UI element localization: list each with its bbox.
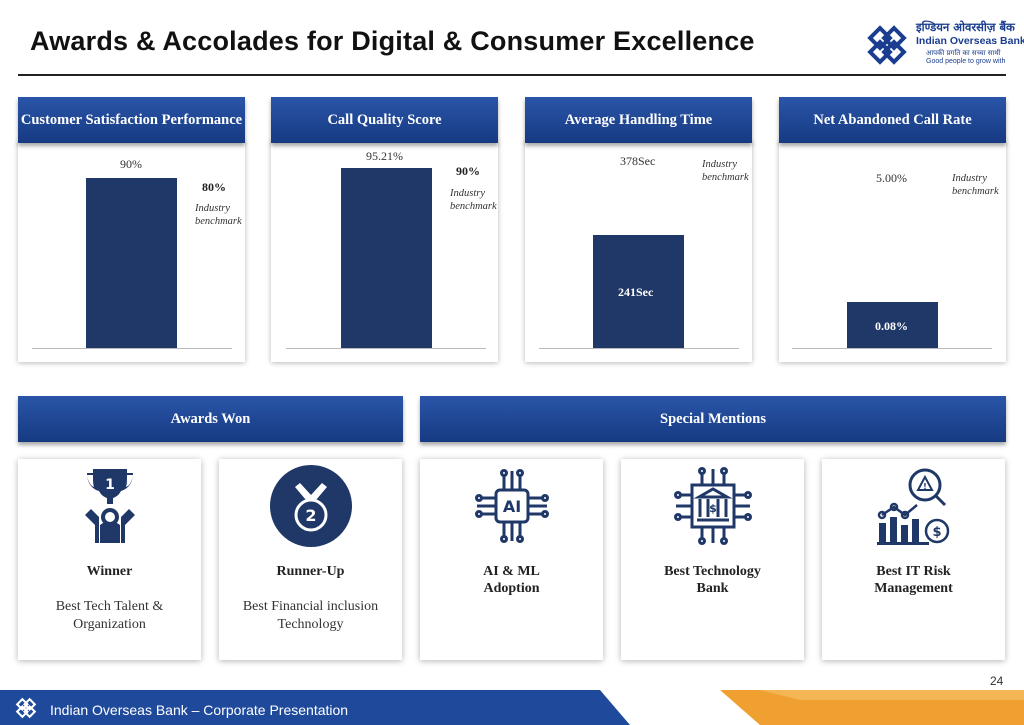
award-card-winner: 1 Winner Best Tech Talent & Organization — [18, 459, 201, 660]
metric-baseline — [286, 348, 486, 349]
award-subtitle-runner-up: Best Financial inclusion Technology — [242, 599, 379, 632]
metric-header-abandon: Net Abandoned Call Rate — [779, 97, 1006, 143]
benchmark-value-csat: 80% — [202, 180, 226, 194]
benchmark-value-aht: 378Sec — [620, 154, 656, 168]
mention-card-ai-ml: AI AI & ML Adoption — [420, 459, 603, 660]
metric-bar-aht — [593, 235, 684, 349]
metric-header-call-quality: Call Quality Score — [271, 97, 498, 143]
metric-baseline — [32, 348, 232, 349]
medal-icon: 2 — [270, 465, 352, 547]
page-title: Awards & Accolades for Digital & Consume… — [30, 26, 755, 56]
svg-text:!: ! — [923, 482, 927, 491]
benchmark-label-aht: Industry benchmark — [702, 159, 749, 183]
mention-title-ai-ml: AI & ML Adoption — [483, 564, 540, 596]
svg-text:1: 1 — [105, 477, 115, 493]
benchmark-value-abandon: 5.00% — [876, 171, 907, 185]
award-subtitle-winner: Best Tech Talent & Organization — [55, 599, 164, 632]
ai-chip-icon: AI — [475, 469, 549, 543]
svg-text:AI: AI — [503, 497, 521, 516]
benchmark-value-call-quality: 90% — [456, 164, 480, 178]
section-header-awards: Awards Won — [18, 396, 403, 442]
metric-value-aht: 241Sec — [618, 285, 654, 299]
trophy-icon: 1 — [85, 469, 135, 543]
mention-title-it-risk: Best IT Risk Management — [874, 564, 953, 596]
risk-chart-icon: ! $ — [877, 468, 950, 545]
bank-circuit-icon: $ — [674, 467, 752, 545]
title-divider — [18, 74, 1006, 76]
svg-text:$: $ — [709, 502, 717, 515]
benchmark-label-csat: Industry benchmark — [195, 203, 242, 227]
metric-value-call-quality: 95.21% — [366, 149, 403, 163]
page-number: 24 — [990, 674, 1004, 688]
footer-band — [0, 690, 1024, 725]
svg-text:$: $ — [932, 525, 941, 540]
svg-text:2: 2 — [305, 506, 316, 525]
benchmark-label-abandon: Industry benchmark — [952, 173, 999, 197]
logo-icon — [867, 25, 907, 65]
mention-title-technology-bank: Best Technology Bank — [664, 564, 761, 596]
metric-value-csat: 90% — [120, 157, 142, 171]
metric-value-abandon: 0.08% — [875, 319, 908, 333]
metric-baseline — [539, 348, 739, 349]
footer-decoration — [0, 690, 1024, 725]
metric-baseline — [792, 348, 992, 349]
award-card-runner-up: 2 Runner-Up Best Financial inclusion Tec… — [219, 459, 402, 660]
logo-hindi-name: इण्डियन ओवरसीज़ बैंक — [916, 20, 1015, 34]
award-title-runner-up: Runner-Up — [276, 564, 345, 579]
metric-bar-call-quality — [341, 168, 432, 349]
bank-logo: इण्डियन ओवरसीज़ बैंक Indian Overseas Ban… — [864, 20, 1024, 70]
footer-text: Indian Overseas Bank – Corporate Present… — [50, 702, 349, 718]
logo-tagline-english: Good people to grow with — [926, 58, 1006, 65]
metric-header-csat: Customer Satisfaction Performance — [18, 97, 245, 143]
metric-bar-abandon — [847, 302, 938, 349]
metric-bar-csat — [86, 178, 177, 349]
footer-logo-icon — [15, 697, 37, 719]
logo-tagline-hindi: आपकी प्रगति का सच्चा साथी — [926, 49, 1001, 57]
mention-card-it-risk: ! $ Best IT Risk Management — [822, 459, 1005, 660]
benchmark-label-call-quality: Industry benchmark — [450, 188, 497, 212]
logo-english-name: Indian Overseas Bank — [916, 35, 1024, 47]
mention-card-technology-bank: $ Best Technology Bank — [621, 459, 804, 660]
metric-header-aht: Average Handling Time — [525, 97, 752, 143]
award-title-winner: Winner — [86, 564, 133, 579]
section-header-mentions: Special Mentions — [420, 396, 1006, 442]
